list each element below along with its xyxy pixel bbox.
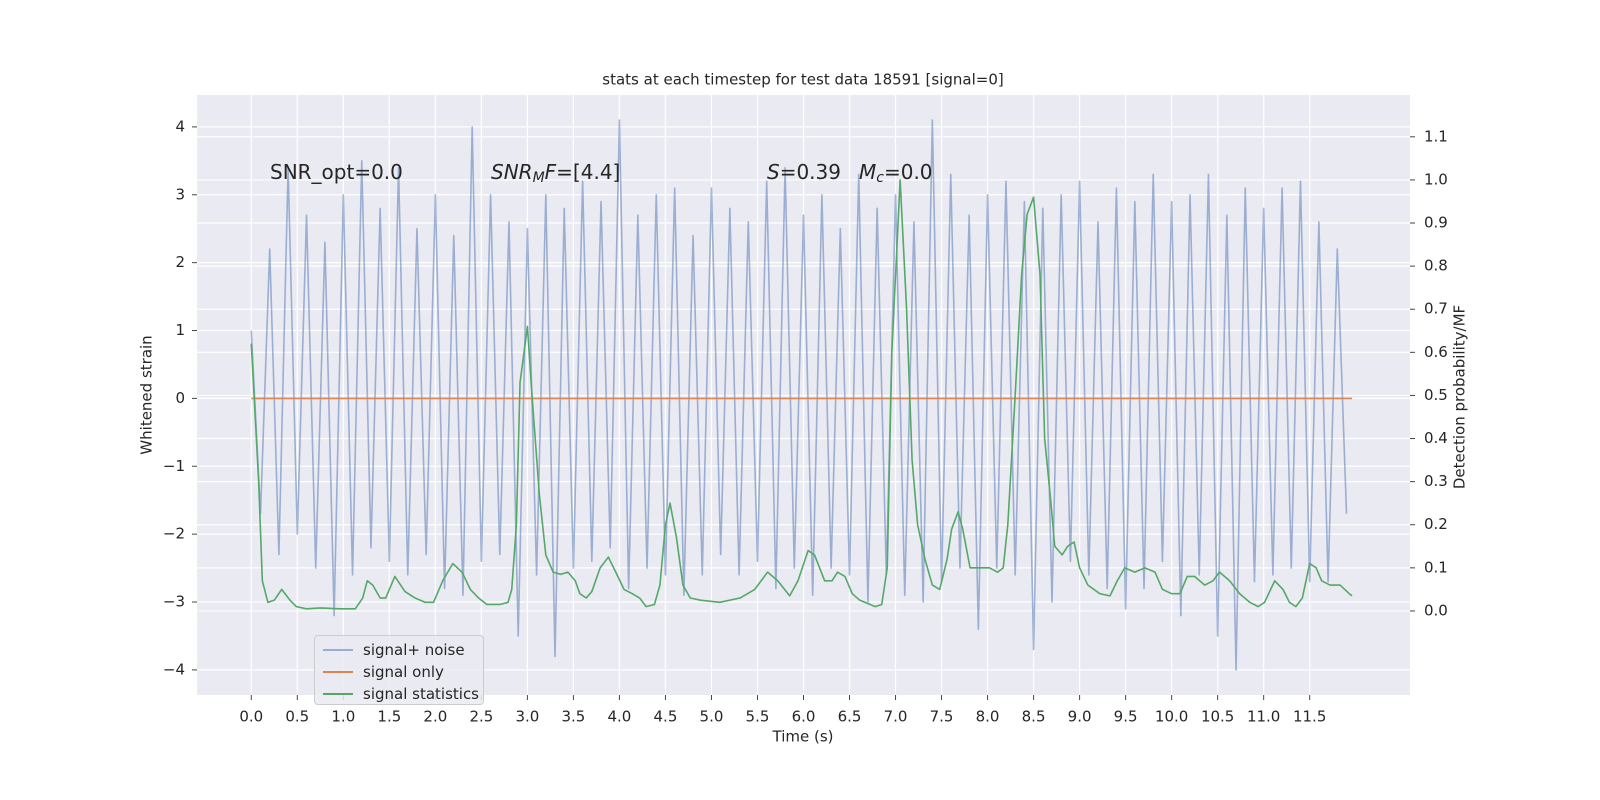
- legend: signal+ noise signal only signal statistic…: [314, 635, 484, 705]
- chart-title: stats at each timestep for test data 185…: [602, 71, 1003, 89]
- x-tick-label: 6.5: [838, 708, 862, 726]
- y-axis-label: Whitened strain: [138, 335, 156, 454]
- y2-tick-label: 0.1: [1424, 558, 1448, 576]
- legend-label: signal+ noise: [363, 641, 465, 659]
- annotation: SNRMF=[4.4]: [491, 160, 620, 187]
- y-tick-label: 3: [175, 185, 185, 203]
- x-tick-label: 7.5: [930, 708, 954, 726]
- annotation-part: F: [545, 160, 557, 184]
- x-tick-label: 6.0: [792, 708, 816, 726]
- legend-label: signal statistics: [363, 685, 480, 703]
- x-tick-label: 2.0: [423, 708, 447, 726]
- legend-item: signal+ noise: [323, 639, 483, 661]
- legend-swatch: [323, 649, 353, 651]
- annotation-part: M: [533, 170, 545, 186]
- annotation-part: SNR: [491, 160, 533, 184]
- y2-tick-label: 0.2: [1424, 515, 1448, 533]
- x-tick-label: 5.5: [746, 708, 770, 726]
- legend-swatch: [323, 671, 353, 673]
- x-axis-label: Time (s): [772, 728, 834, 746]
- annotation: SNR_opt=0.0: [270, 160, 403, 184]
- y-tick-label: −3: [163, 593, 185, 611]
- annotation-part: =0.39: [780, 160, 841, 184]
- legend-swatch: [323, 693, 353, 695]
- x-tick-label: 3.5: [561, 708, 585, 726]
- x-tick-label: 8.5: [1022, 708, 1046, 726]
- y2-tick-label: 0.8: [1424, 257, 1448, 275]
- annotation-part: SNR_opt=0.0: [270, 160, 403, 184]
- y2-tick-label: 0.7: [1424, 300, 1448, 318]
- y-tick-label: 1: [175, 321, 185, 339]
- x-tick-label: 5.0: [700, 708, 724, 726]
- x-tick-label: 7.0: [884, 708, 908, 726]
- x-tick-label: 11.0: [1247, 708, 1280, 726]
- x-tick-label: 0.0: [239, 708, 263, 726]
- annotation-part: =[4.4]: [556, 160, 620, 184]
- series-line: [250, 179, 1353, 610]
- annotation-part: c: [876, 170, 884, 186]
- legend-item: signal statistics: [323, 683, 483, 705]
- x-tick-label: 9.5: [1114, 708, 1138, 726]
- x-tick-label: 4.5: [654, 708, 678, 726]
- annotation-part: =0.0: [884, 160, 933, 184]
- y-tick-label: −4: [163, 660, 185, 678]
- annotation-part: M: [859, 160, 876, 184]
- y-tick-label: 2: [175, 253, 185, 271]
- y2-tick-label: 0.3: [1424, 472, 1448, 490]
- y-tick-label: 0: [175, 389, 185, 407]
- x-tick-label: 0.5: [285, 708, 309, 726]
- y2-tick-label: 0.6: [1424, 343, 1448, 361]
- annotation-part: S: [767, 160, 780, 184]
- x-tick-label: 9.0: [1068, 708, 1092, 726]
- y2-axis-label: Detection probability/MF: [1451, 305, 1469, 489]
- x-tick-label: 1.5: [377, 708, 401, 726]
- x-tick-label: 10.5: [1201, 708, 1234, 726]
- y2-tick-label: 0.9: [1424, 214, 1448, 232]
- y2-tick-label: 1.0: [1424, 170, 1448, 188]
- y2-tick-label: 0.5: [1424, 386, 1448, 404]
- y2-tick-label: 0.0: [1424, 601, 1448, 619]
- y-tick-label: −1: [163, 457, 185, 475]
- y-tick-label: 4: [175, 117, 185, 135]
- x-tick-label: 3.0: [515, 708, 539, 726]
- y2-tick-label: 1.1: [1424, 127, 1448, 145]
- x-tick-label: 8.0: [976, 708, 1000, 726]
- x-tick-label: 2.5: [469, 708, 493, 726]
- legend-label: signal only: [363, 663, 444, 681]
- x-tick-label: 10.0: [1155, 708, 1188, 726]
- y2-tick-label: 0.4: [1424, 429, 1448, 447]
- annotation: Mc=0.0: [859, 160, 933, 187]
- x-tick-label: 11.5: [1293, 708, 1326, 726]
- x-tick-label: 1.0: [331, 708, 355, 726]
- series-line: [250, 119, 1348, 671]
- x-tick-label: 4.0: [608, 708, 632, 726]
- annotation: S=0.39: [767, 160, 841, 184]
- legend-item: signal only: [323, 661, 483, 683]
- y-tick-label: −2: [163, 525, 185, 543]
